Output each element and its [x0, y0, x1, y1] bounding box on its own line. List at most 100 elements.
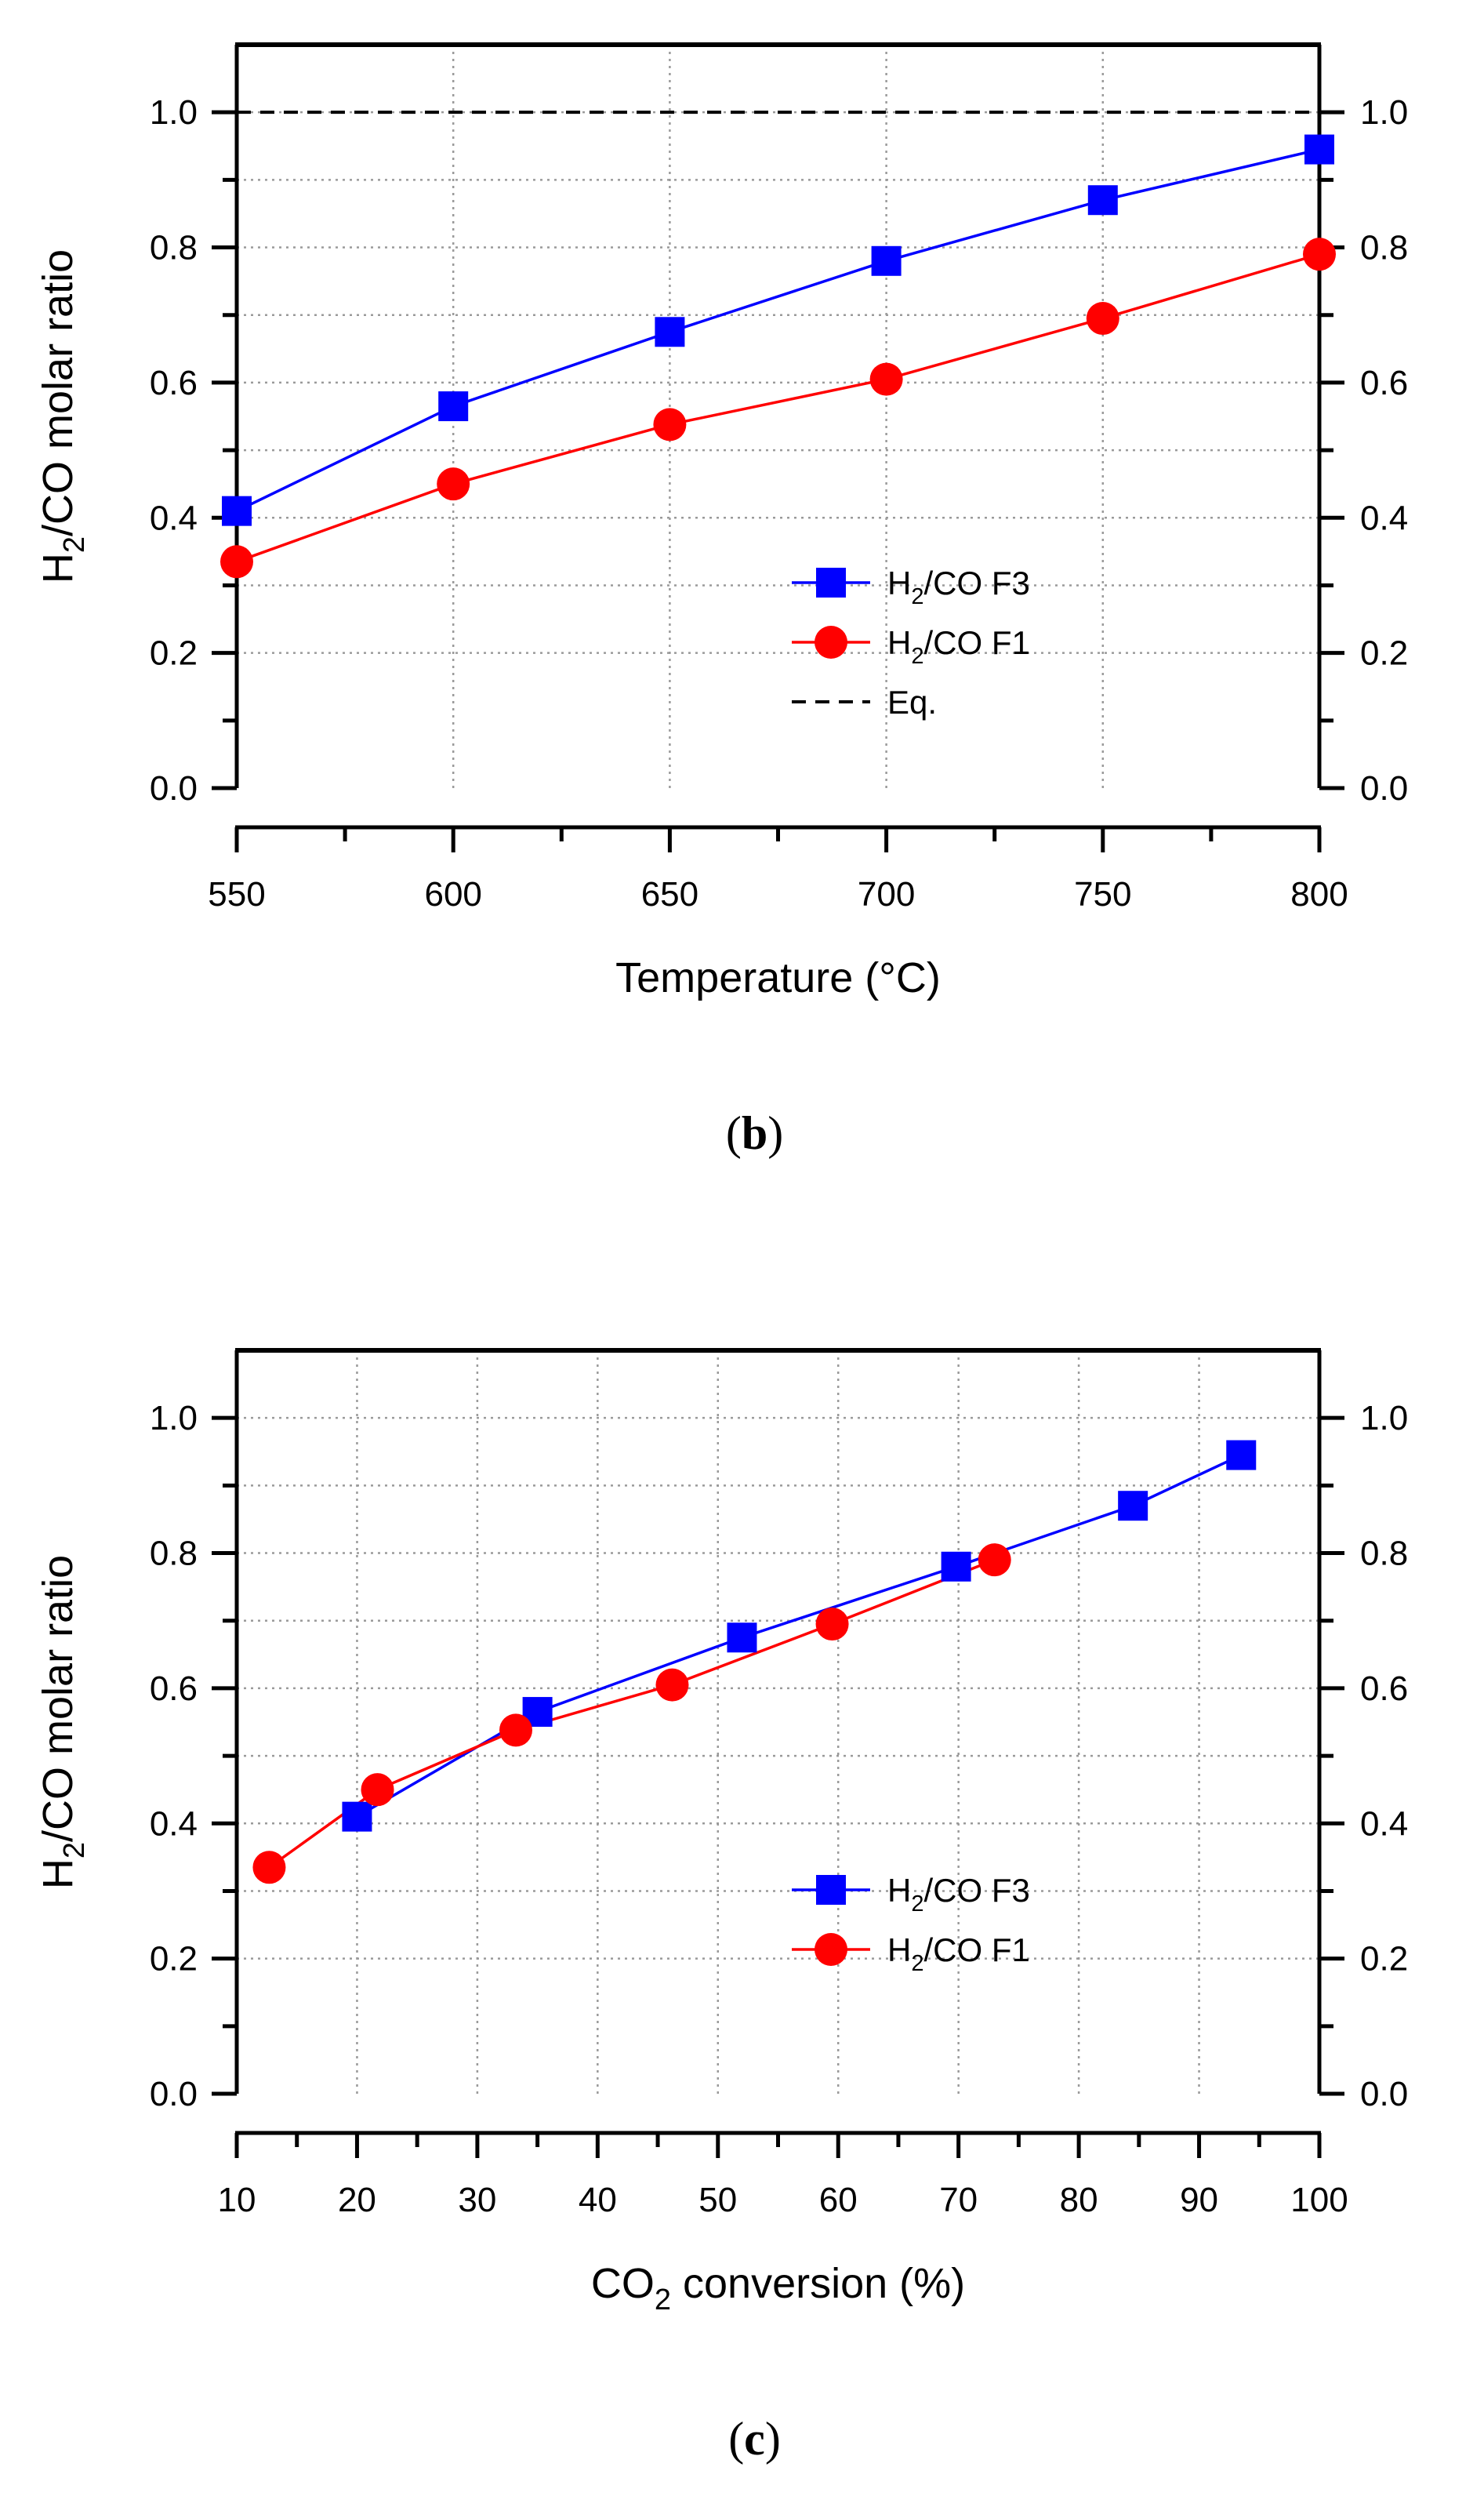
x-axis-title-subscript: 2 — [655, 2284, 671, 2316]
y-tick-label-right: 0.2 — [1360, 1940, 1408, 1978]
y-tick-label-right: 0.8 — [1360, 1535, 1408, 1573]
legend-label: H2/CO F1 — [887, 624, 1030, 669]
data-point-square — [871, 245, 902, 276]
x-axis-title: Temperature (°C) — [615, 954, 941, 1001]
data-point-square — [1304, 134, 1334, 165]
y-tick-label-left: 0.4 — [150, 499, 198, 537]
x-tick-label: 700 — [858, 875, 915, 914]
caption-paren: ( — [726, 1107, 742, 1159]
series-line-1 — [268, 1558, 996, 1869]
y-tick-label-left: 0.6 — [150, 1670, 198, 1708]
data-point-circle — [499, 1713, 532, 1747]
y-tick-label-right: 1.0 — [1360, 93, 1408, 132]
legend-label-part: Eq. — [887, 684, 937, 721]
x-tick-label: 10 — [218, 2181, 256, 2219]
legend-swatch-circle — [815, 626, 847, 659]
caption-paren: ) — [767, 1107, 783, 1159]
panel-caption: (b) — [726, 1107, 783, 1159]
y-tick-label-right: 0.0 — [1360, 769, 1408, 808]
legend-label-subscript: 2 — [911, 1951, 923, 1976]
data-point-circle — [1303, 238, 1336, 271]
legend-label: H2/CO F3 — [887, 565, 1030, 609]
x-axis-title-part: CO — [591, 2260, 655, 2307]
y-tick-label-left: 0.0 — [150, 2075, 198, 2113]
y-tick-label-left: 1.0 — [150, 1399, 198, 1437]
x-tick-label: 40 — [579, 2181, 617, 2219]
x-tick-label: 60 — [819, 2181, 858, 2219]
legend-label-part: H — [887, 565, 911, 601]
legend-label-subscript: 2 — [911, 584, 923, 609]
y-axis-title: H2/CO molar ratio — [34, 249, 91, 583]
legend-label: H2/CO F3 — [887, 1872, 1030, 1917]
x-tick-label: 650 — [641, 875, 698, 914]
legend-label-part: H — [887, 624, 911, 661]
x-tick-label: 750 — [1074, 875, 1131, 914]
legend-label-subscript: 2 — [911, 1891, 923, 1917]
data-point-circle — [220, 545, 253, 579]
y-axis-title-part: /CO molar ratio — [34, 249, 82, 536]
x-axis-title: CO2 conversion (%) — [591, 2260, 965, 2316]
y-tick-label-left: 1.0 — [150, 93, 198, 132]
data-point-square — [727, 1622, 757, 1653]
x-tick-label: 20 — [338, 2181, 376, 2219]
y-tick-label-right: 0.8 — [1360, 229, 1408, 267]
x-tick-label: 30 — [458, 2181, 496, 2219]
data-point-square — [222, 496, 252, 526]
x-axis-title-part: conversion (%) — [671, 2260, 965, 2307]
y-axis-title-part: H — [34, 553, 82, 583]
y-tick-label-right: 0.4 — [1360, 1804, 1408, 1843]
y-tick-label-left: 0.8 — [150, 229, 198, 267]
data-point-square — [655, 317, 685, 347]
y-axis-title-part: H — [34, 1858, 82, 1889]
y-axis-title-subscript: 2 — [58, 536, 91, 553]
data-point-square — [438, 391, 469, 422]
x-tick-label: 90 — [1180, 2181, 1218, 2219]
caption-paren: ) — [765, 2413, 781, 2465]
data-point-circle — [252, 1851, 286, 1884]
legend-label: Eq. — [887, 684, 937, 721]
x-tick-label: 100 — [1290, 2181, 1348, 2219]
data-point-square — [1087, 185, 1118, 216]
x-tick-label: 550 — [208, 875, 265, 914]
legend-swatch-square — [816, 1875, 846, 1905]
y-tick-label-left: 0.2 — [150, 634, 198, 673]
data-point-circle — [361, 1773, 394, 1807]
legend-label-part: /CO F1 — [923, 1931, 1029, 1968]
data-point-circle — [437, 467, 470, 501]
legend-label-part: /CO F3 — [923, 1872, 1029, 1909]
caption-paren: ( — [728, 2413, 744, 2465]
data-point-circle — [653, 408, 687, 441]
y-axis-title-subscript: 2 — [58, 1842, 91, 1858]
data-point-square — [1118, 1491, 1148, 1521]
data-point-square — [1226, 1440, 1257, 1470]
series-line-1 — [236, 253, 1320, 563]
caption-letter: c — [744, 2413, 765, 2465]
legend-label-part: /CO F3 — [923, 565, 1029, 601]
x-tick-label: 800 — [1290, 875, 1348, 914]
x-tick-label: 70 — [939, 2181, 978, 2219]
legend-label-subscript: 2 — [911, 644, 923, 669]
chart-panel-b: 0.0 0.0 0.2 0.2 0.4 0.4 0.6 0.6 0.8 0.8 1.0 1.0 550 6… — [34, 42, 1408, 1159]
legend-label-part: /CO F1 — [923, 624, 1029, 661]
y-tick-label-right: 1.0 — [1360, 1399, 1408, 1437]
legend-label: H2/CO F1 — [887, 1931, 1030, 1976]
y-tick-label-right: 0.6 — [1360, 364, 1408, 402]
data-point-circle — [815, 1608, 849, 1641]
y-tick-label-left: 0.4 — [150, 1804, 198, 1843]
y-axis-title-part: /CO molar ratio — [34, 1555, 82, 1842]
data-point-square — [941, 1551, 971, 1582]
y-tick-label-left: 0.6 — [150, 364, 198, 402]
y-tick-label-right: 0.0 — [1360, 2075, 1408, 2113]
y-axis-title: H2/CO molar ratio — [34, 1555, 91, 1889]
series-line-0 — [236, 147, 1320, 513]
x-tick-label: 80 — [1060, 2181, 1098, 2219]
legend-swatch-circle — [815, 1933, 847, 1966]
data-point-circle — [869, 362, 903, 396]
caption-letter: b — [742, 1107, 767, 1159]
legend-label-part: H — [887, 1931, 911, 1968]
panel-caption: (c) — [728, 2413, 781, 2465]
data-point-circle — [978, 1543, 1011, 1577]
x-tick-label: 50 — [698, 2181, 737, 2219]
data-point-square — [342, 1801, 372, 1832]
